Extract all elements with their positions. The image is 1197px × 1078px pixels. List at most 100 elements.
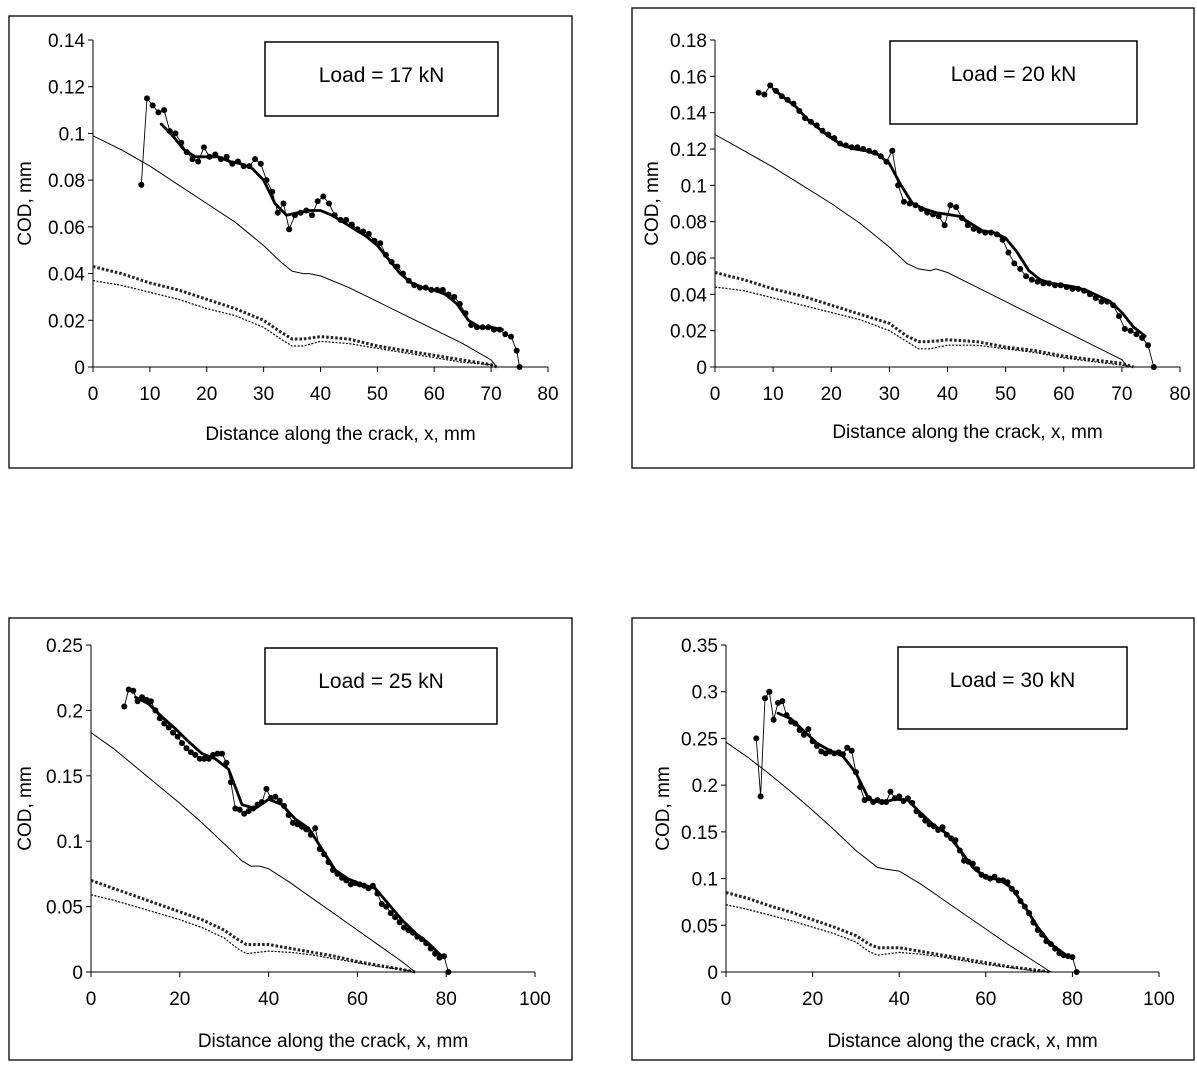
series-square-dotted	[90, 878, 416, 974]
data-point	[172, 130, 179, 137]
x-axis-label: Distance along the crack, x, mm	[827, 1031, 1097, 1052]
x-tick-label: 0	[86, 989, 97, 1010]
series-square-dotted	[714, 271, 1134, 369]
y-tick-label: 0.3	[692, 683, 718, 704]
x-tick-label: 80	[436, 989, 457, 1010]
data-point	[935, 213, 942, 220]
x-tick-label: 30	[253, 384, 274, 405]
series-square-dotted	[725, 891, 1051, 974]
x-tick-label: 40	[310, 384, 331, 405]
series-line	[725, 904, 1051, 973]
data-point	[755, 89, 762, 96]
y-tick-label: 0.15	[681, 823, 718, 844]
x-tick-label: 70	[1111, 384, 1132, 405]
data-point	[1005, 249, 1012, 256]
x-tick-label: 20	[169, 989, 190, 1010]
data-point	[378, 901, 385, 907]
y-tick-label: 0	[74, 358, 85, 379]
x-tick-label: 60	[975, 989, 996, 1010]
data-point	[767, 82, 774, 89]
series-line	[714, 134, 1129, 368]
x-tick-label: 20	[196, 384, 217, 405]
data-point	[770, 716, 777, 723]
data-point	[401, 924, 407, 931]
series-fine-dotted	[725, 904, 1051, 973]
series-fitted-bold	[159, 122, 504, 332]
series-fitted-bold	[776, 711, 1066, 955]
load-annotation-box	[889, 40, 1138, 125]
load-annotation-text: Load = 20 kN	[951, 63, 1077, 86]
data-point	[1133, 331, 1140, 338]
data-point	[779, 698, 786, 705]
load-annotation-box	[264, 41, 499, 117]
data-point	[189, 156, 196, 163]
series-line	[90, 732, 416, 973]
data-point	[516, 364, 523, 370]
series-line	[92, 265, 498, 369]
y-tick-label: 0.25	[681, 729, 718, 750]
chart-panel-2: 0 0.02 0.04 0.06 0.08 0.1 0.12 0.14 0.16 0.18 0 10 2…	[631, 7, 1195, 469]
x-tick-label: 80	[1062, 989, 1083, 1010]
y-tick-label: 0.04	[48, 265, 85, 286]
series-fitted-bold	[771, 87, 1147, 338]
data-point	[1127, 327, 1134, 334]
y-tick-label: 0.35	[681, 636, 718, 657]
data-point	[1098, 298, 1105, 305]
series-line	[92, 135, 498, 368]
series-line	[725, 741, 1052, 973]
data-point	[200, 144, 207, 151]
data-point	[1069, 954, 1076, 961]
data-point	[252, 156, 259, 163]
series-fine-dotted	[92, 280, 498, 368]
y-tick-label: 0.25	[46, 636, 83, 657]
x-tick-label: 30	[879, 384, 900, 405]
x-tick-label: 80	[537, 384, 558, 405]
series-square-dotted	[92, 265, 498, 369]
x-tick-label: 40	[258, 989, 279, 1010]
series-thin-solid	[92, 135, 498, 368]
y-axis-label: COD, mm	[15, 161, 36, 245]
series-line	[92, 280, 498, 368]
data-point	[223, 759, 230, 766]
series-fitted-bold	[133, 695, 444, 958]
data-point	[445, 969, 452, 975]
load-annotation-text: Load = 17 kN	[319, 64, 445, 87]
data-point	[192, 751, 199, 758]
series-line	[714, 271, 1134, 369]
data-point	[889, 147, 896, 154]
series-line	[90, 878, 416, 974]
y-tick-label: 0.1	[692, 870, 718, 891]
data-point	[138, 181, 145, 188]
data-point	[753, 735, 760, 742]
data-point	[241, 810, 248, 817]
x-tick-label: 20	[821, 384, 842, 405]
y-tick-label: 0	[72, 963, 83, 984]
data-point	[805, 726, 812, 733]
y-tick-label: 0.08	[670, 213, 707, 234]
x-tick-label: 20	[802, 989, 823, 1010]
data-point	[1011, 260, 1018, 267]
y-tick-label: 0.14	[670, 104, 707, 125]
data-point	[1145, 342, 1151, 349]
data-point	[201, 755, 208, 762]
data-point	[263, 785, 270, 792]
data-point	[502, 331, 509, 338]
y-tick-label: 0.2	[57, 701, 83, 722]
y-axis-label: COD, mm	[653, 766, 674, 850]
series-line	[776, 711, 1066, 955]
data-point	[365, 230, 372, 237]
data-point	[155, 109, 162, 116]
data-point	[125, 686, 132, 693]
data-point	[1121, 325, 1128, 332]
y-tick-label: 0.02	[670, 322, 707, 343]
data-point	[766, 688, 773, 695]
data-point	[236, 806, 243, 813]
x-tick-label: 10	[139, 384, 160, 405]
x-tick-label: 60	[1053, 384, 1074, 405]
data-point	[195, 158, 202, 165]
data-point	[161, 107, 168, 114]
x-tick-label: 80	[1169, 384, 1190, 405]
data-point	[219, 750, 225, 757]
data-point	[762, 695, 768, 702]
data-point	[947, 202, 954, 209]
